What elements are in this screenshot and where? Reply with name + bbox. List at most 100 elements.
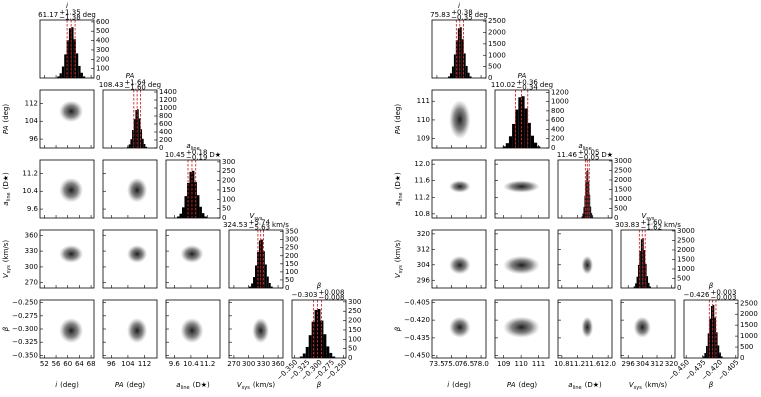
subscript: line [191, 146, 200, 152]
hist-bar [530, 135, 535, 148]
hist-bar [82, 76, 86, 78]
subscript: sys [254, 216, 263, 222]
y-axis-label: Vsys (km/s) [394, 240, 404, 279]
y-tick-label: 330 [25, 247, 38, 255]
hist-bar [73, 39, 76, 78]
param-title: 11.46 +0.05−0.05 D★ [557, 149, 613, 162]
title-plus: +0.36 [516, 79, 538, 87]
symbol: V [2, 272, 10, 278]
hist-bar [715, 332, 718, 358]
title-minus: −0.003 [711, 294, 737, 302]
y-tick-label: 300 [25, 263, 38, 271]
hist-bar [142, 138, 144, 148]
y-tick-label: 12.0 [414, 160, 430, 168]
title-plus: +0.008 [319, 289, 345, 297]
count-tick-label: 200 [285, 252, 298, 260]
hist-bar [455, 40, 458, 78]
title-unit: D★ [209, 151, 221, 159]
count-tick-label: 0 [488, 74, 492, 82]
y-axis-label: PA (deg) [394, 104, 402, 135]
panel: 270 300 330 360 [25, 229, 95, 289]
symbol: a [578, 142, 582, 150]
count-tick-label: 2500 [740, 299, 758, 307]
panel-frame [494, 229, 550, 289]
sample-cloud [59, 317, 84, 344]
hist-bar [512, 123, 516, 148]
x-tick-label: 96 [107, 360, 116, 368]
symbol: a [394, 201, 402, 205]
param-title: 108.43 +1.64−1.60 deg [99, 79, 161, 92]
count-tick-label: 200 [551, 135, 564, 143]
x-axis-label: aline (D★) [176, 381, 210, 391]
y-tick-label: 110 [417, 116, 430, 124]
hist-bar [308, 335, 312, 358]
count-tick-label: 200 [348, 317, 361, 325]
hist-bar [717, 345, 720, 358]
hist-bar [704, 353, 707, 358]
symbol: PA [507, 381, 516, 389]
hist-bar [68, 28, 72, 78]
count-tick-label: 50 [285, 276, 294, 284]
panel-frame [39, 229, 95, 289]
y-tick-label: 104 [25, 117, 39, 125]
hist-bar [57, 76, 60, 78]
title-symbol: aline [186, 142, 199, 152]
hist-bar [64, 54, 67, 78]
panel-frame [228, 229, 284, 289]
hist-bar [585, 182, 587, 218]
x-tick-label: 68 [87, 360, 96, 368]
x-axis-label: PA (deg) [507, 381, 538, 389]
subscript: line [573, 385, 582, 391]
y-tick-label: 10.8 [414, 210, 430, 218]
title-value: 61.17 [38, 11, 58, 19]
symbol: V [642, 212, 648, 220]
hist-bar [130, 139, 133, 148]
hist-bar [196, 195, 200, 218]
count-tick-label: 2500 [614, 166, 632, 174]
panel-frame [39, 89, 95, 149]
x-axis-label: Vsys (km/s) [237, 381, 276, 391]
hist-bar [332, 356, 336, 358]
hist-bar [645, 263, 647, 288]
hist-bar [719, 352, 721, 358]
count-tick-label: 1000 [677, 265, 695, 273]
subscript: sys [634, 385, 643, 391]
hist-bar [469, 76, 472, 78]
y-tick-label: −0.435 [404, 334, 430, 342]
y-tick-label: 111 [417, 97, 430, 105]
panel-frame [102, 229, 158, 289]
hist-bar [61, 66, 65, 78]
count-tick-label: 300 [96, 46, 109, 54]
title-unit: deg [83, 11, 96, 19]
hist-bar [459, 27, 462, 79]
hist-bar [636, 276, 638, 288]
symbol: PA [518, 72, 527, 80]
hist-bar [251, 283, 254, 288]
hist-bar [177, 216, 180, 218]
title-value: 110.02 [491, 81, 516, 89]
hist-bar [518, 97, 522, 148]
y-tick-label: 112 [25, 99, 38, 107]
y-tick-label: −0.325 [12, 338, 38, 346]
symbol: i [55, 381, 57, 389]
panel-frame [39, 299, 95, 359]
title-minus: −0.34 [516, 84, 538, 92]
y-axis-label: PA (deg) [2, 104, 10, 135]
count-tick-label: 500 [488, 63, 501, 71]
sample-cloud [503, 180, 540, 193]
panel-frame [431, 19, 487, 79]
count-tick-label: 0 [159, 144, 163, 152]
hist-bar [299, 356, 303, 358]
title-value: −0.303 [292, 291, 318, 299]
hist-bar [586, 171, 588, 218]
symbol: β [709, 381, 714, 389]
x-tick-label: 330 [257, 360, 270, 368]
count-tick-label: 50 [222, 205, 231, 213]
symbol: β [317, 282, 322, 290]
unit: (deg) [60, 381, 79, 389]
x-tick-label: 76.5 [459, 360, 475, 368]
title-minus: −1.38 [59, 14, 80, 22]
